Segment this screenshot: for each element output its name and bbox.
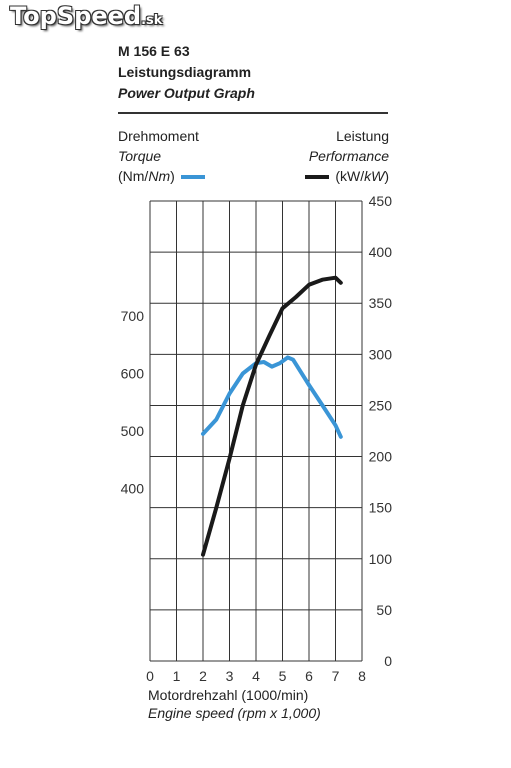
right-tick-label: 200 <box>369 449 393 465</box>
topspeed-watermark: TopSpeed.sk <box>10 2 163 30</box>
legend-power: Leistung Performance (kW/kW) <box>305 126 389 186</box>
engine-code: M 156 E 63 <box>118 43 190 59</box>
x-axis-label-de: Motordrehzahl (1000/min) <box>148 687 309 703</box>
x-tick-label: 3 <box>226 668 234 684</box>
left-tick-label: 600 <box>121 366 145 382</box>
right-tick-label: 50 <box>376 602 392 618</box>
x-tick-label: 1 <box>173 668 181 684</box>
right-tick-label: 400 <box>369 244 393 260</box>
legend-torque: Drehmoment Torque (Nm/Nm) <box>118 126 205 186</box>
right-tick-label: 250 <box>369 397 393 413</box>
x-tick-label: 6 <box>305 668 313 684</box>
power-swatch <box>305 175 330 180</box>
left-tick-label: 400 <box>121 481 145 497</box>
legend-torque-unit: (Nm/Nm) <box>118 166 205 186</box>
x-axis-label-en: Engine speed (rpm x 1,000) <box>148 705 321 721</box>
x-tick-label: 5 <box>279 668 287 684</box>
right-tick-label: 350 <box>369 295 393 311</box>
right-tick-label: 300 <box>369 346 393 362</box>
power-line <box>201 275 343 557</box>
x-tick-label: 4 <box>252 668 260 684</box>
left-tick-label: 500 <box>121 423 145 439</box>
title-en: Power Output Graph <box>118 85 255 101</box>
x-tick-label: 2 <box>199 668 207 684</box>
right-tick-label: 0 <box>384 653 392 669</box>
x-tick-label: 7 <box>332 668 340 684</box>
legend-power-en: Performance <box>308 148 389 164</box>
right-tick-label: 450 <box>369 193 393 209</box>
legend-torque-de: Drehmoment <box>118 128 199 144</box>
header-rule <box>118 112 388 114</box>
x-tick-label: 0 <box>146 668 154 684</box>
legend-power-de: Leistung <box>336 128 389 144</box>
legend-power-unit: (kW/kW) <box>305 166 389 186</box>
legend-torque-en: Torque <box>118 148 162 164</box>
right-tick-label: 100 <box>369 551 393 567</box>
title-de: Leistungsdiagramm <box>118 64 252 80</box>
x-axis-label: Motordrehzahl (1000/min) Engine speed (r… <box>148 686 321 722</box>
torque-line <box>201 355 343 439</box>
torque-swatch <box>180 175 205 180</box>
x-tick-label: 8 <box>358 668 366 684</box>
right-tick-label: 150 <box>369 500 393 516</box>
left-tick-label: 700 <box>121 308 145 324</box>
